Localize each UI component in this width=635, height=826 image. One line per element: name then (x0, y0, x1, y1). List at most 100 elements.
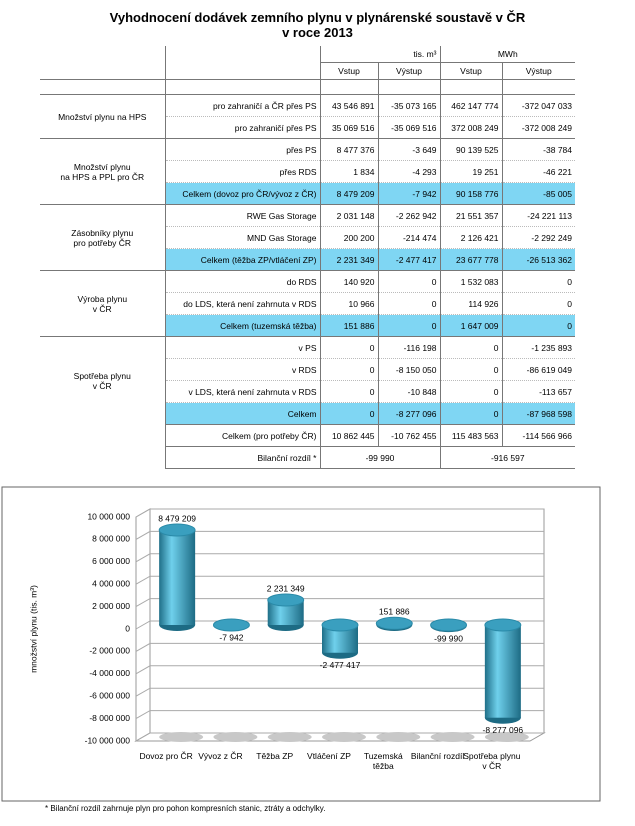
cell: -2 477 417 (377, 248, 441, 271)
cell (164, 79, 320, 95)
cell: 0 (501, 314, 576, 337)
cell: 90 158 776 (439, 182, 503, 205)
bar-cap (267, 593, 305, 607)
group-label: Výroba plynu v ČR (40, 270, 165, 337)
cell (501, 79, 576, 95)
cell: -26 513 362 (501, 248, 576, 271)
group-label: Množství plynu na HPS a PPL pro ČR (40, 138, 165, 205)
cell: -86 619 049 (501, 358, 576, 381)
cell: 462 147 774 (439, 94, 503, 117)
spacer-row (40, 79, 576, 95)
row: Celkem (tuzemská těžba) 151 886 0 1 647 009… (40, 314, 576, 337)
cell: 90 139 525 (439, 138, 503, 161)
data-label: -2 477 417 (320, 660, 361, 670)
row: Výroba plynu v ČR do RDS 140 920 0 1 532 083… (40, 270, 576, 337)
bar-shadow (376, 732, 421, 742)
bar-shadow (484, 732, 529, 742)
cell: -116 198 (377, 336, 441, 359)
cell: -38 784 (501, 138, 576, 161)
cell: 115 483 563 (439, 424, 503, 447)
cell: 1 532 083 (439, 270, 503, 293)
bar-cap (212, 618, 250, 632)
cell: -2 262 942 (377, 204, 441, 227)
y-tick-label: -6 000 000 (89, 690, 130, 700)
bar-cap (158, 523, 196, 537)
cell (40, 63, 165, 80)
cell: 8 477 376 (319, 138, 378, 161)
chart-border (1, 486, 601, 802)
cell: 372 008 249 (439, 116, 503, 139)
grid-line (135, 732, 544, 742)
cell: 200 200 (319, 226, 378, 249)
grid-line (135, 620, 544, 630)
cell: 0 (439, 402, 503, 425)
cell: 21 551 357 (439, 204, 503, 227)
cell: 0 (319, 358, 378, 381)
bar-shadow (322, 732, 366, 742)
row-label: RWE Gas Storage (164, 204, 320, 227)
data-label: -7 942 (219, 632, 243, 642)
data-label: -99 990 (434, 633, 463, 643)
y-tick-label: 6 000 000 (92, 556, 130, 566)
cell: -35 073 165 (377, 94, 441, 117)
row-label: Celkem (dovoz pro ČR/vývoz z ČR) (164, 182, 320, 205)
cell: 2 231 349 (319, 248, 378, 271)
cell (40, 79, 165, 95)
bar (159, 530, 196, 625)
group-label: Spotřeba plynu v ČR (40, 336, 165, 425)
cell: 23 677 778 (439, 248, 503, 271)
cell: 0 (439, 358, 503, 381)
cell: 0 (501, 270, 576, 293)
bar-shadow (267, 732, 312, 742)
row-label: do RDS (164, 270, 320, 293)
bar-cap (484, 618, 522, 632)
grid-line (135, 687, 544, 697)
cell: 2 031 148 (319, 204, 378, 227)
y-tick-label: 2 000 000 (92, 601, 130, 611)
footnote: * Bilanční rozdíl zahrnuje plyn pro poho… (45, 804, 326, 813)
column-header: Vstup (439, 62, 503, 80)
data-label: 2 231 349 (267, 583, 305, 593)
column-header: Výstup (377, 62, 441, 80)
header-row: Vstup Výstup Vstup Výstup (40, 62, 576, 80)
cell: -1 235 893 (501, 336, 576, 359)
row: v RDS 0 -8 150 050 0 -86 619 049 (40, 358, 576, 381)
row: Spotřeba plynu v ČR v PS 0 -116 198 0 -1 235 … (40, 336, 576, 425)
cell (40, 46, 165, 63)
total-row: Bilanční rozdíl * -99 990 -916 597 (40, 446, 576, 469)
cell: -916 597 (439, 446, 576, 469)
cell (377, 79, 441, 95)
cell: -8 277 096 (377, 402, 441, 425)
y-tick-label: 4 000 000 (92, 578, 130, 588)
bar-cap (375, 616, 413, 630)
cell: 0 (439, 336, 503, 359)
cell: 1 834 (319, 160, 378, 183)
grid-line (135, 553, 544, 563)
row: MND Gas Storage 200 200 -214 474 2 126 421-… (40, 226, 576, 249)
row: Celkem (dovoz pro ČR/vývoz z ČR) 8 479 20… (40, 182, 576, 205)
bar (484, 625, 521, 718)
grid-line (135, 575, 544, 585)
group-label: Množství plynu na HPS (40, 94, 165, 139)
x-tick-label: Spotřeba plynu v ČR (463, 751, 521, 771)
bar-shadow (213, 732, 258, 742)
row: pro zahraničí přes PS 35 069 516 -35 069 5… (40, 116, 576, 139)
row: v LDS, která není zahrnuta v RDS 0 -10 848… (40, 380, 576, 403)
cell: 151 886 (319, 314, 378, 337)
row-label: Celkem (tuzemská těžba) (164, 314, 320, 337)
bar-cap (321, 618, 359, 632)
cell: -10 848 (377, 380, 441, 403)
y-tick-label: 8 000 000 (92, 534, 130, 544)
cell: 140 920 (319, 270, 378, 293)
row-label: Celkem (těžba ZP/vtláčení ZP) (164, 248, 320, 271)
y-tick-label: -10 000 000 (85, 735, 131, 745)
cell: 43 546 891 (319, 94, 378, 117)
row-label: přes RDS (164, 160, 320, 183)
x-tick-label: Dovoz pro ČR (139, 751, 193, 761)
column-header: Výstup (501, 62, 576, 80)
y-tick-label: 10 000 000 (87, 511, 130, 521)
cell (40, 447, 165, 469)
cell: -8 150 050 (377, 358, 441, 381)
bar-shadow (430, 732, 475, 742)
cell: 0 (377, 270, 441, 293)
